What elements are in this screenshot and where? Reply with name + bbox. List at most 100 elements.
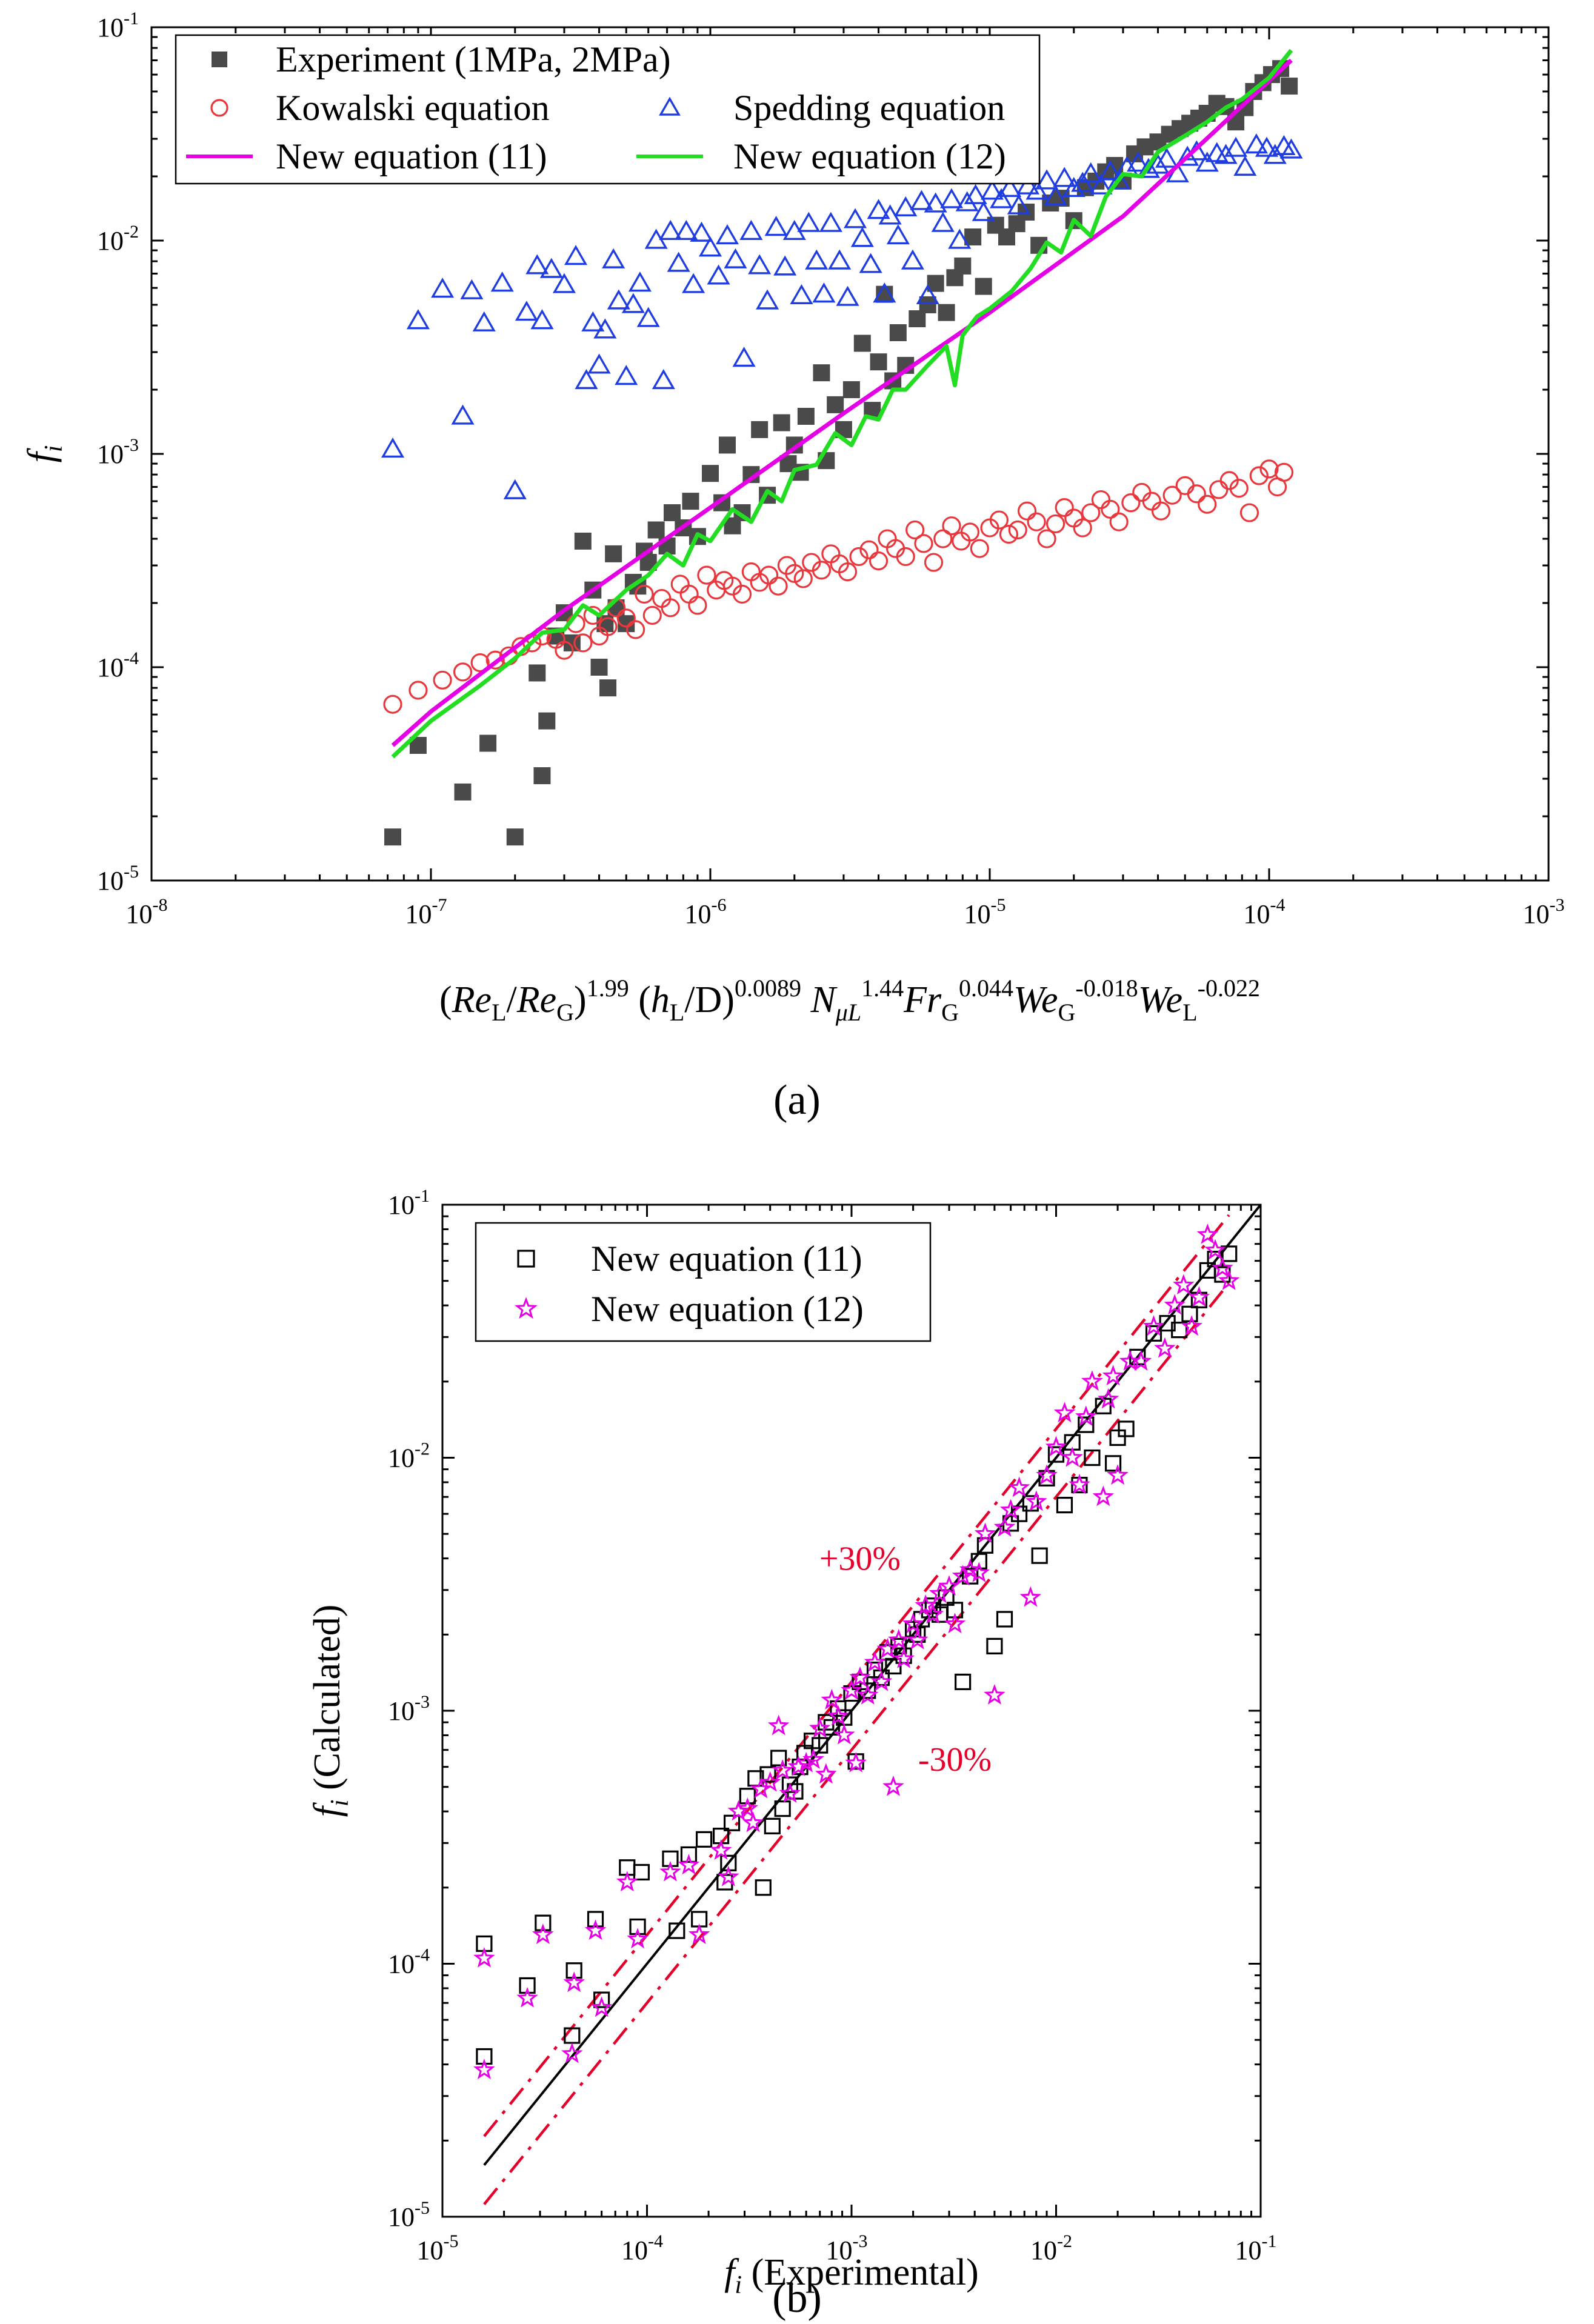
chart-b-point <box>1221 1245 1238 1262</box>
chart-a-point <box>797 211 821 232</box>
chart-a-legend-swatch <box>210 99 228 117</box>
chart-b-point <box>1142 1315 1165 1336</box>
chart-a-point <box>642 605 662 625</box>
chart-a-point <box>506 828 524 846</box>
chart-a-point <box>1025 179 1049 200</box>
chart-a-point <box>812 561 832 580</box>
chart-b-point <box>755 1879 772 1896</box>
chart-b-point <box>938 1575 960 1596</box>
chart-b-band-line <box>483 1282 1230 2205</box>
chart-a-point <box>607 289 630 310</box>
chart-a-point <box>1151 501 1171 521</box>
chart-b-series-new-eq-11 <box>476 1245 1238 2065</box>
chart-b-identity-line <box>483 1205 1261 2166</box>
chart-b-point <box>902 1613 924 1634</box>
chart-b-series-new-eq-12 <box>473 1224 1240 2080</box>
chart-a-y-tick-label: 10-3 <box>97 435 139 469</box>
chart-a-point <box>615 365 638 385</box>
chart-a-point <box>679 584 699 604</box>
chart-a-point <box>1259 459 1279 479</box>
chart-b-point <box>473 1946 495 1968</box>
chart-b-point <box>827 1705 849 1726</box>
chart-b-legend-box <box>475 1222 932 1342</box>
chart-b-point <box>787 1755 810 1776</box>
chart-a-y-tick-label: 10-5 <box>97 862 139 896</box>
chart-b-point <box>584 1919 607 1940</box>
chart-a-point <box>1064 508 1084 528</box>
chart-a-point <box>764 216 788 236</box>
chart-a-point <box>901 249 924 270</box>
chart-a-point <box>948 228 972 249</box>
chart-b-point <box>764 1817 781 1834</box>
chart-a-point <box>849 547 869 567</box>
chart-a-point <box>702 465 719 482</box>
chart-a-point <box>870 353 887 371</box>
chart-a-point <box>530 309 554 330</box>
chart-a-point <box>383 694 402 714</box>
chart-a-line <box>391 58 1293 747</box>
chart-b-point <box>1164 1294 1186 1315</box>
chart-b-point <box>627 1928 649 1949</box>
chart-b-point <box>929 1582 951 1603</box>
chart-b-point <box>993 1516 1016 1537</box>
chart-b-point <box>870 1670 893 1691</box>
chart-a-point <box>842 381 860 399</box>
chart-a-legend-item: New equation (11) <box>186 136 547 176</box>
chart-b-point <box>772 1759 794 1780</box>
chart-b-point <box>887 1628 910 1650</box>
chart-b-point <box>944 1613 966 1634</box>
chart-a-point <box>759 565 779 585</box>
chart-a-x-tick-label: 10-7 <box>405 895 447 929</box>
chart-b-annotation: +30% <box>819 1540 901 1578</box>
chart-a-caption: (a) <box>773 1077 821 1124</box>
chart-a-point <box>1027 512 1046 531</box>
chart-a-point <box>670 574 690 594</box>
chart-b-plot-area <box>473 1205 1261 2205</box>
chart-b-ticks: 10-5 10-4 10-3 10-2 10-1 10-5 10-4 10-3 10-2 10-1 <box>388 1186 1277 2265</box>
chart-b-point <box>774 1800 791 1817</box>
chart-a-point <box>661 598 680 618</box>
chart-a-series-new-eq-12 <box>391 48 1293 759</box>
chart-a-x-tick-label: 10-3 <box>1523 895 1565 929</box>
chart-b-point <box>723 1814 741 1831</box>
chart-b-point <box>1181 1315 1203 1336</box>
chart-a-point <box>838 562 858 582</box>
chart-a-point <box>751 421 769 438</box>
chart-b-point <box>882 1775 904 1796</box>
chart-a-point <box>667 251 690 272</box>
chart-b-point <box>727 1800 750 1821</box>
chart-a-point <box>621 293 645 313</box>
chart-b-point <box>833 1723 855 1745</box>
chart-a-point <box>933 529 953 548</box>
chart-a-point <box>503 479 527 499</box>
chart-a-point <box>732 347 756 367</box>
chart-a-point <box>724 248 747 268</box>
chart-a-point <box>797 408 815 425</box>
chart-b-point <box>1097 1388 1119 1409</box>
chart-b-legend-swatch <box>515 1297 538 1319</box>
chart-b-point <box>1061 1446 1083 1467</box>
chart-a-point <box>1142 491 1161 511</box>
chart-a-legend-swatch <box>659 96 681 116</box>
chart-a-point <box>853 335 871 352</box>
chart-a-point <box>773 414 790 431</box>
chart-b-y-axis-label: fi (Calculated) <box>307 1605 354 1817</box>
chart-a-point <box>718 436 736 454</box>
chart-b-legend-label: New equation (12) <box>591 1289 864 1329</box>
chart-b-point <box>1056 1497 1073 1514</box>
chart-a-point <box>939 188 964 208</box>
chart-b-x-tick-label: 10-2 <box>1030 2231 1072 2265</box>
chart-b-point <box>1008 1476 1030 1497</box>
chart-b-point <box>823 1719 840 1736</box>
chart-b-point <box>742 1811 764 1833</box>
chart-a-y-tick-label: 10-4 <box>97 648 139 682</box>
chart-a-point <box>819 211 842 232</box>
chart-a-x-tick-label: 10-6 <box>685 895 727 929</box>
chart-a-point <box>647 521 665 539</box>
chart-a-point <box>1176 145 1199 166</box>
chart-a-point <box>433 670 452 690</box>
chart-b-point <box>1084 1449 1101 1467</box>
chart-a-point <box>998 176 1022 198</box>
chart-b-y-tick-label: 10-5 <box>388 2198 430 2232</box>
chart-b-point <box>629 1918 646 1936</box>
